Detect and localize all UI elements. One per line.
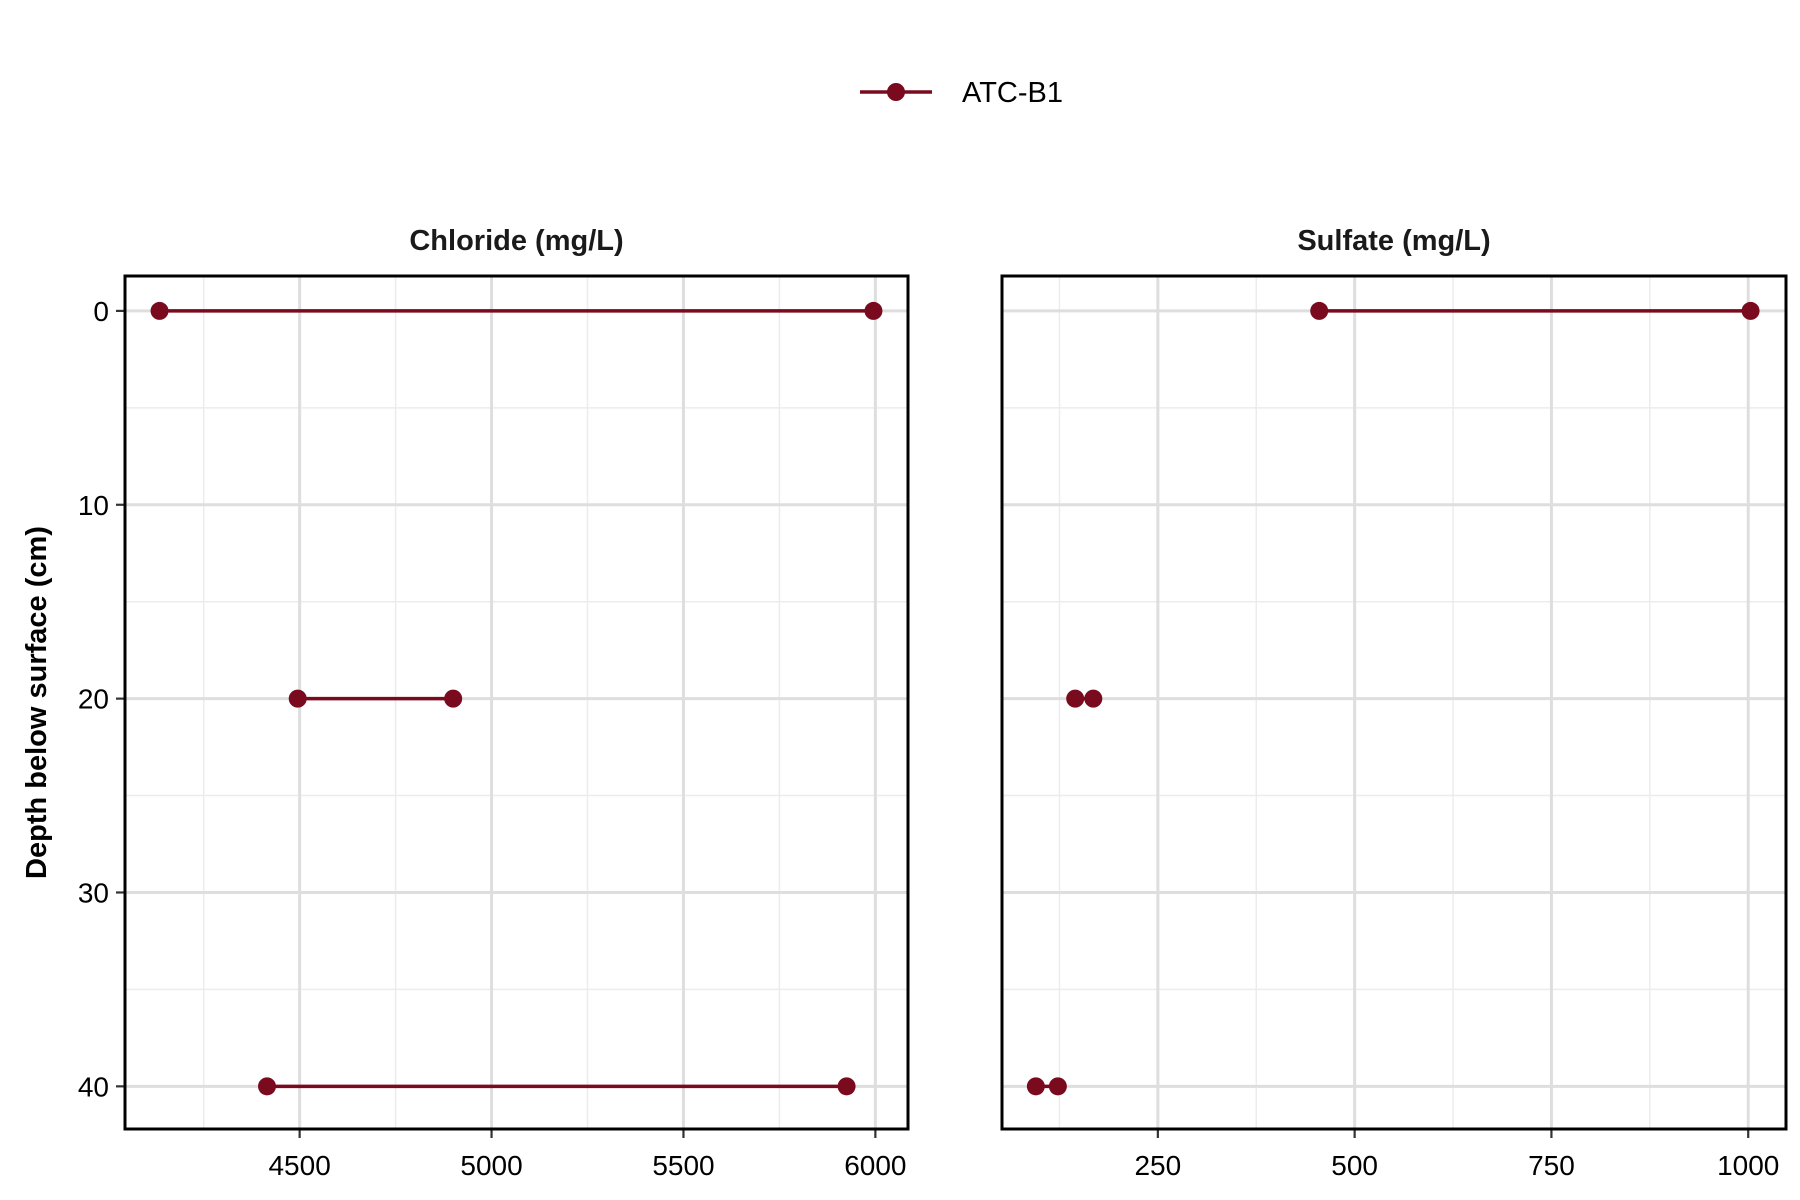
y-tick-label: 30 (78, 877, 109, 908)
data-point (1084, 689, 1103, 708)
y-tick-label: 10 (78, 490, 109, 521)
x-tick-label: 500 (1331, 1150, 1378, 1181)
legend-label: ATC-B1 (962, 77, 1063, 109)
y-tick-label: 40 (78, 1071, 109, 1102)
data-point (1310, 301, 1329, 320)
x-tick-label: 250 (1134, 1150, 1181, 1181)
x-tick-label: 5500 (652, 1150, 714, 1181)
y-tick-label: 0 (93, 296, 109, 327)
x-tick-label: 750 (1528, 1150, 1575, 1181)
data-point (258, 1077, 277, 1096)
data-point (837, 1077, 856, 1096)
data-point (150, 301, 169, 320)
data-point (288, 689, 307, 708)
x-tick-label: 4500 (268, 1150, 330, 1181)
panel-title: Chloride (mg/L) (409, 225, 623, 257)
x-tick-label: 6000 (844, 1150, 906, 1181)
x-tick-label: 1000 (1717, 1150, 1779, 1181)
panel-sulfate: Sulfate (mg/L) 250 500 750 1000 (1000, 225, 1788, 1181)
data-point (1048, 1077, 1067, 1096)
data-point (444, 689, 463, 708)
panel-chloride: Chloride (mg/L) 4500 5000 5500 6000 (123, 225, 910, 1181)
legend-key-point (887, 83, 905, 101)
panel-title: Sulfate (mg/L) (1297, 225, 1490, 257)
data-point (1066, 689, 1085, 708)
data-point (864, 301, 883, 320)
panel-frame (1000, 274, 1788, 1131)
data-point (1741, 301, 1760, 320)
x-tick-label: 5000 (460, 1150, 522, 1181)
y-axis: 0 10 20 30 40 Depth below surface (cm) (21, 296, 125, 1102)
panel-frame (123, 274, 910, 1131)
legend: ATC-B1 (860, 77, 1063, 109)
data-point (1026, 1077, 1045, 1096)
y-tick-label: 20 (78, 684, 109, 715)
y-axis-title: Depth below surface (cm) (21, 526, 53, 879)
